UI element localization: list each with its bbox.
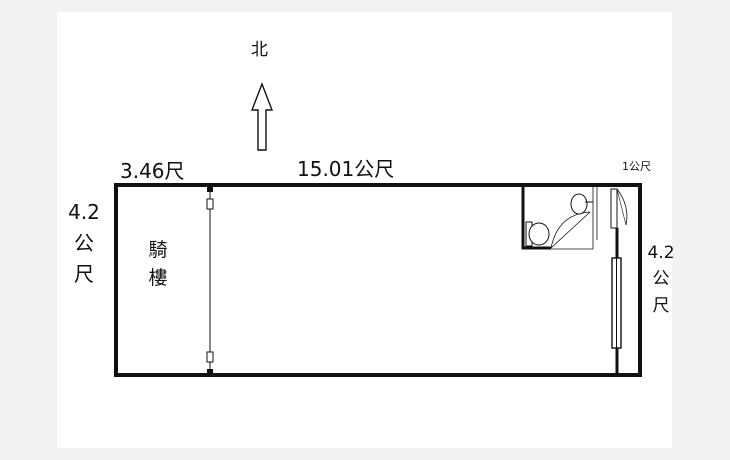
left-depth-unit-1: 公	[74, 231, 94, 255]
entry-door-icon	[596, 187, 628, 240]
small-width-label: 1公尺	[622, 160, 651, 173]
right-depth-label: 4.2 公 尺	[644, 240, 678, 319]
right-depth-unit-1: 公	[652, 269, 670, 290]
left-depth-unit-2: 尺	[74, 262, 94, 286]
door-swing-icon	[550, 211, 591, 249]
arcade-char-2: 樓	[148, 266, 168, 289]
toilet-icon	[525, 221, 550, 247]
outer-wall	[114, 183, 642, 377]
arcade-divider	[206, 186, 214, 375]
window-icon	[611, 257, 622, 349]
arcade-room-label: 騎 樓	[143, 237, 173, 292]
north-label: 北	[251, 40, 268, 60]
right-depth-unit-2: 尺	[652, 295, 670, 316]
left-depth-label: 4.2 公 尺	[64, 197, 104, 290]
north-arrow-icon	[250, 82, 274, 151]
bathroom-wall	[521, 185, 619, 375]
arcade-char-1: 騎	[148, 239, 168, 261]
total-length-label: 15.01公尺	[297, 157, 395, 181]
left-depth-number: 4.2	[68, 200, 100, 224]
right-depth-number: 4.2	[647, 243, 675, 263]
arcade-width-label: 3.46尺	[120, 159, 185, 183]
sink-icon	[570, 193, 593, 215]
